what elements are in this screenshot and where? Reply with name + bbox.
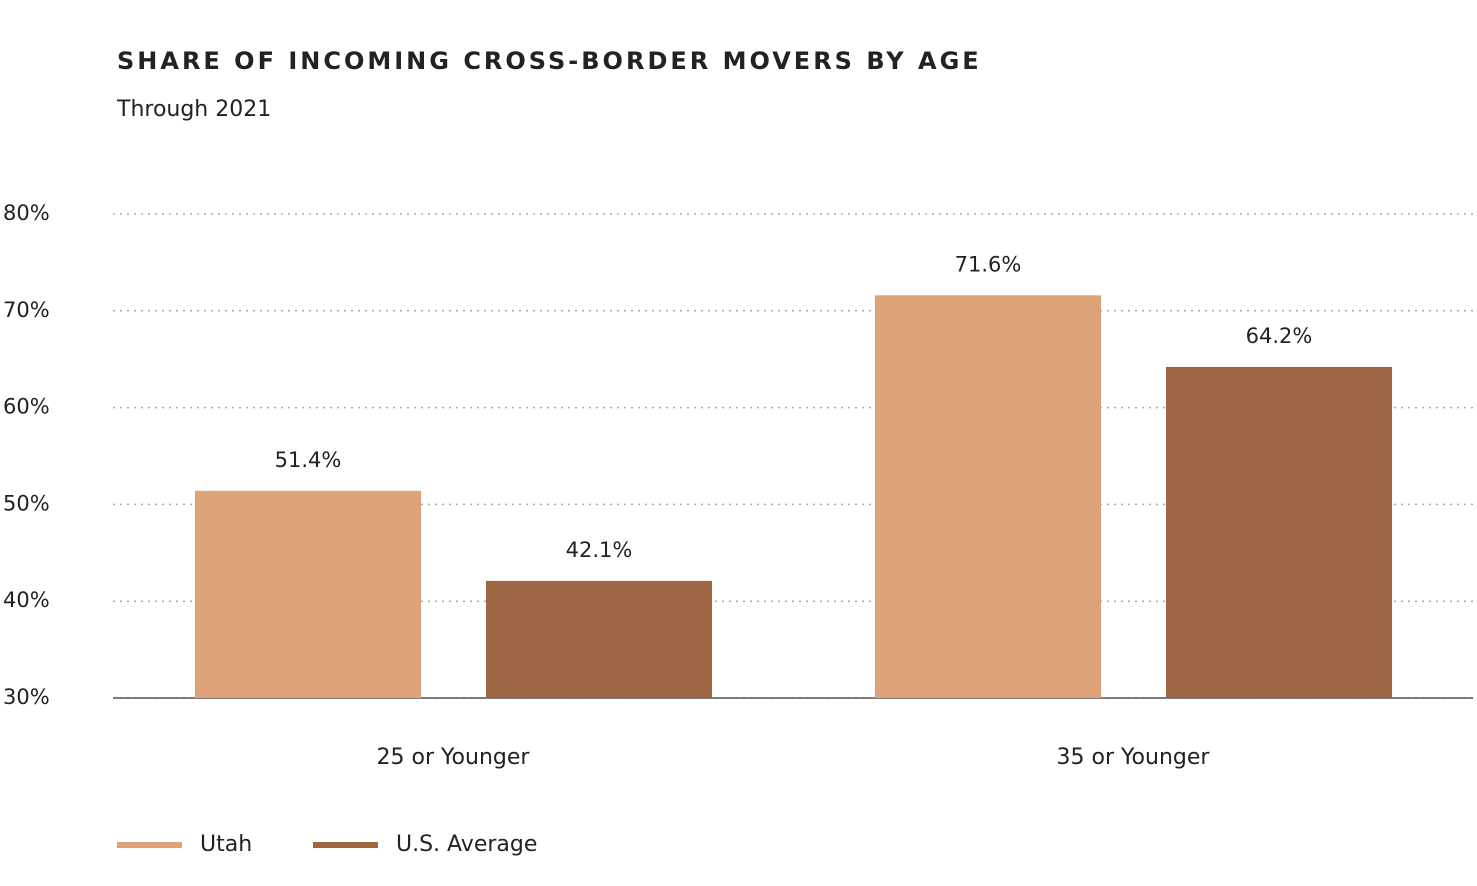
bar xyxy=(195,490,421,698)
y-tick-label: 80% xyxy=(3,201,50,225)
data-label: 71.6% xyxy=(955,252,1022,276)
y-tick-label: 70% xyxy=(3,298,50,322)
legend-label: Utah xyxy=(200,832,252,857)
bar xyxy=(1166,366,1392,698)
x-tick-label: 25 or Younger xyxy=(377,745,531,770)
x-tick-label: 35 or Younger xyxy=(1057,745,1211,770)
y-tick-label: 60% xyxy=(3,395,50,419)
y-tick-label: 50% xyxy=(3,491,50,515)
bar xyxy=(486,580,712,698)
legend-label: U.S. Average xyxy=(396,832,537,857)
y-tick-label: 30% xyxy=(3,685,50,709)
data-label: 42.1% xyxy=(566,538,633,562)
bar xyxy=(875,295,1101,698)
chart-title: SHARE OF INCOMING CROSS-BORDER MOVERS BY… xyxy=(117,47,982,75)
chart-subtitle: Through 2021 xyxy=(116,97,271,122)
y-tick-label: 40% xyxy=(3,588,50,612)
data-label: 64.2% xyxy=(1246,324,1313,348)
data-label: 51.4% xyxy=(275,448,342,472)
